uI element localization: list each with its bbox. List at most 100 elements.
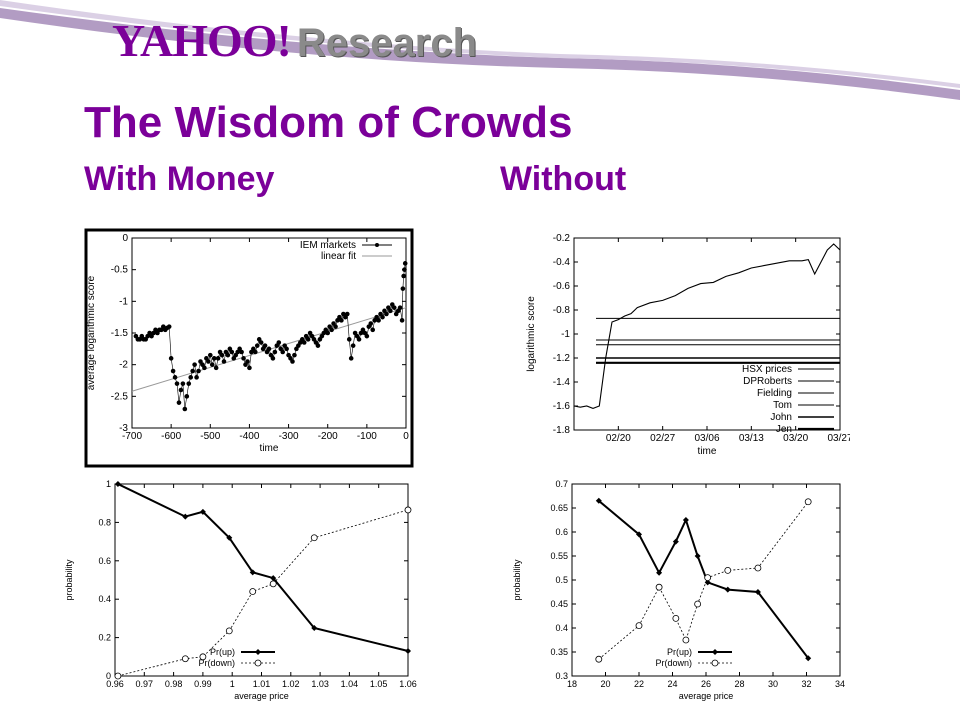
iem-segment xyxy=(401,288,404,321)
iem-point xyxy=(329,327,334,333)
iem-point xyxy=(192,362,197,367)
iem-point xyxy=(325,330,331,336)
y-tick-label: 0.65 xyxy=(550,503,568,513)
iem-point xyxy=(172,375,178,380)
chart-nomoney-probability: 18 20 22 24 26 28 30 32 34 0.3 0.35 0.4 0.45 0.5 0.55 0… xyxy=(508,476,858,717)
iem-point xyxy=(364,333,370,339)
x-tick-label: 24 xyxy=(667,679,677,689)
yahoo-research-logo: YAHOO! Research xyxy=(112,14,477,67)
pr-up-line xyxy=(117,483,409,652)
pr-down-point xyxy=(694,600,702,608)
legend-label: Pr(up) xyxy=(667,647,692,657)
x-tick-label: 1.01 xyxy=(253,679,271,689)
x-tick-label: -700 xyxy=(122,431,142,442)
y-tick-label: -1.8 xyxy=(553,425,571,436)
pr-up-point xyxy=(311,625,318,631)
y-axis-label: probability xyxy=(64,559,74,601)
pr-down-point xyxy=(225,627,233,635)
pr-up-point xyxy=(636,531,642,538)
x-tick-label: 20 xyxy=(600,679,610,689)
x-tick-label: 26 xyxy=(701,679,711,689)
pr-up-point xyxy=(249,569,256,576)
chart-iem-markets: -700 -600 -500 -400 -300 -200 -100 0 0 -0.5 -1 -1.5… xyxy=(84,228,414,473)
pr-up-point xyxy=(805,655,812,662)
y-axis-label: logarithmic score xyxy=(526,296,537,372)
x-tick-label: 0.99 xyxy=(194,679,212,689)
pr-up-point xyxy=(704,579,711,586)
y-tick-label: 0.45 xyxy=(550,599,568,609)
x-tick-label: 34 xyxy=(835,679,845,689)
iem-point xyxy=(370,327,376,333)
y-tick-label: -0.6 xyxy=(553,281,571,292)
x-tick-label: -100 xyxy=(357,431,377,442)
legend-marker-up xyxy=(255,649,261,655)
iem-point xyxy=(391,305,397,310)
iem-point xyxy=(202,365,207,371)
iem-point xyxy=(225,352,231,358)
chart-nomoney-prob-svg: 18 20 22 24 26 28 30 32 34 0.3 0.35 0.4 0.45 0.5 0.55 0… xyxy=(512,479,845,701)
iem-point xyxy=(188,375,194,380)
pr-down-point xyxy=(595,655,603,663)
iem-point xyxy=(333,324,338,329)
iem-segment xyxy=(348,339,352,359)
iem-point xyxy=(356,337,362,342)
x-tick-label: 03/27 xyxy=(827,433,850,444)
y-tick-label: 0.4 xyxy=(98,594,111,604)
iem-point xyxy=(180,381,186,386)
legend-marker-up xyxy=(712,649,718,655)
y-tick-label: 0.7 xyxy=(555,479,568,489)
right-heading: Without xyxy=(500,160,627,198)
pr-up-point xyxy=(724,586,731,593)
iem-point xyxy=(280,349,285,355)
iem-point xyxy=(178,387,184,393)
iem-point xyxy=(376,318,381,323)
iem-point xyxy=(221,359,227,364)
y-tick-label: 0.2 xyxy=(98,633,111,643)
y-tick-label: -0.5 xyxy=(111,265,129,276)
y-tick-label: 0.55 xyxy=(550,551,568,561)
pr-up-point xyxy=(656,569,663,576)
iem-segment xyxy=(249,351,252,368)
iem-point xyxy=(253,349,258,355)
legend-label: DPRoberts xyxy=(743,376,792,387)
iem-point xyxy=(315,343,321,348)
iem-point xyxy=(241,356,246,361)
pr-up-point xyxy=(270,575,277,582)
y-tick-label: -0.4 xyxy=(553,257,571,268)
x-tick-label: -500 xyxy=(200,431,220,442)
iem-point xyxy=(339,318,344,323)
pr-down-point xyxy=(704,574,712,581)
x-tick-label: 1.03 xyxy=(311,679,329,689)
y-tick-label: 0 xyxy=(122,233,128,244)
legend-label: Pr(down) xyxy=(655,658,692,668)
hsx-prices-line xyxy=(573,243,841,409)
iem-point xyxy=(301,340,307,345)
iem-point xyxy=(346,337,352,342)
pr-down-point xyxy=(249,588,257,595)
iem-point xyxy=(229,349,235,355)
pr-up-point xyxy=(682,517,689,523)
iem-point xyxy=(344,311,350,317)
x-tick-label: 1.05 xyxy=(370,679,388,689)
x-tick-label: 32 xyxy=(801,679,811,689)
pr-up-point xyxy=(694,553,701,559)
pr-down-point xyxy=(655,583,663,591)
x-tick-label: 02/20 xyxy=(606,433,631,444)
iem-point xyxy=(213,365,219,371)
x-tick-label: 0.96 xyxy=(106,679,124,689)
iem-point xyxy=(206,359,211,364)
pr-up-point xyxy=(226,534,233,541)
iem-point xyxy=(196,368,201,374)
iem-point xyxy=(166,324,172,329)
iem-point xyxy=(186,381,192,386)
legend-label: Tom xyxy=(773,400,792,411)
legend-label: Pr(down) xyxy=(198,658,235,668)
pr-up-point xyxy=(405,648,411,655)
iem-point xyxy=(400,286,406,291)
pr-down-point xyxy=(672,614,680,622)
iem-point xyxy=(219,352,225,358)
iem-point xyxy=(402,267,407,272)
iem-point xyxy=(174,381,180,386)
iem-point xyxy=(190,368,195,374)
x-tick-label: 02/27 xyxy=(650,433,675,444)
